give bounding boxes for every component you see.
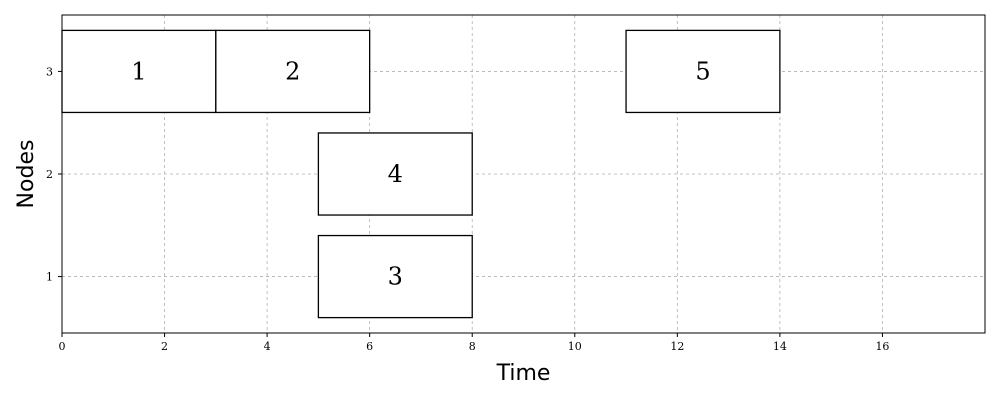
x-tick-label: 4 bbox=[264, 340, 271, 353]
x-tick-label: 8 bbox=[469, 340, 476, 353]
y-tick-label: 3 bbox=[46, 65, 53, 78]
x-tick-label: 6 bbox=[366, 340, 373, 353]
x-tick-label: 0 bbox=[59, 340, 66, 353]
x-tick-label: 12 bbox=[670, 340, 684, 353]
task-bar-label: 5 bbox=[695, 57, 710, 85]
task-bar-label: 4 bbox=[388, 160, 403, 188]
y-tick-label: 2 bbox=[46, 168, 53, 181]
x-tick-label: 14 bbox=[773, 340, 787, 353]
task-bar bbox=[61, 29, 217, 114]
y-axis-title: Nodes bbox=[14, 140, 39, 209]
task-bar-label: 2 bbox=[285, 57, 300, 85]
task-bar bbox=[625, 29, 781, 114]
x-tick-label: 16 bbox=[875, 340, 889, 353]
task-bar bbox=[317, 132, 473, 216]
task-bars: 1 2 5 4 3 bbox=[61, 29, 781, 319]
x-tick-label: 2 bbox=[161, 340, 168, 353]
x-axis-title: Time bbox=[496, 361, 551, 386]
x-tick-label: 10 bbox=[568, 340, 582, 353]
y-tick-label: 1 bbox=[46, 271, 53, 284]
task-bar bbox=[215, 29, 371, 114]
task-bar bbox=[317, 234, 473, 319]
task-bar-label: 1 bbox=[131, 57, 146, 85]
task-bar-label: 3 bbox=[388, 263, 403, 291]
